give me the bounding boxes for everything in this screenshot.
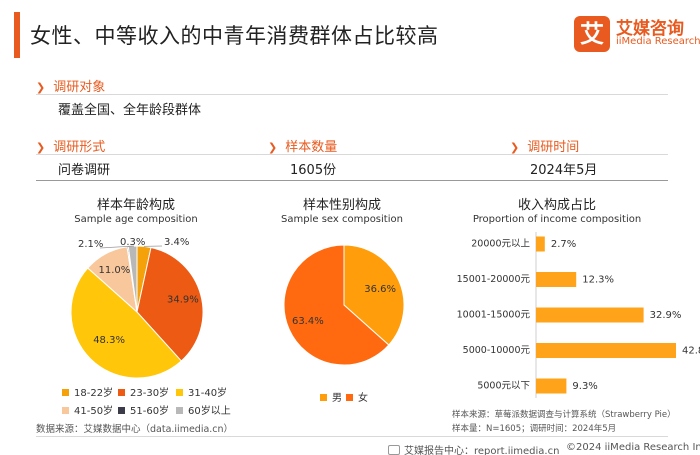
income-bar-1: [536, 272, 577, 287]
survey-target-value: 覆盖全国、全年龄段群体: [58, 103, 202, 118]
income-value-label-1: 12.3%: [582, 275, 614, 286]
page-title: 女性、中等收入的中青年消费群体占比较高: [30, 24, 439, 48]
legend-item-age-5: 60岁以上: [176, 402, 231, 417]
income-value-label-2: 32.9%: [650, 310, 682, 321]
income-bar-3: [536, 343, 676, 358]
legend-swatch: [176, 407, 183, 414]
income-category-label-0: 20000元以上: [471, 239, 530, 250]
copyright: ©2024 iiMedia Research Inc: [566, 442, 700, 453]
income-sample-size: 样本量：N=1605；调研时间：2024年5月: [452, 424, 617, 434]
legend-swatch: [118, 407, 125, 414]
data-label-sex-1: 63.4%: [292, 316, 324, 327]
data-label-age-4: 0.3%: [120, 237, 145, 248]
income-category-label-1: 15001-20000元: [457, 274, 531, 285]
pie-slice-sex-0: [343, 244, 405, 346]
income-category-label-3: 5000-10000元: [463, 345, 531, 356]
legend-swatch: [62, 389, 69, 396]
income-sample-source: 样本来源：草莓派数据调查与计算系统（Strawberry Pie）: [452, 410, 676, 420]
legend-item-male: 男: [320, 389, 342, 404]
divider: [36, 154, 668, 155]
data-label-age-0: 3.4%: [164, 237, 189, 248]
chevron-right-icon: ❯: [510, 141, 520, 154]
age-chart-title: 样本年龄构成: [96, 198, 175, 213]
income-category-label-4: 5000元以下: [477, 381, 530, 392]
data-label-age-2: 48.3%: [93, 335, 125, 346]
survey-method-label: ❯ 调研形式: [36, 140, 106, 155]
data-label-sex-0: 36.6%: [364, 284, 396, 295]
survey-method-value: 问卷调研: [58, 163, 111, 178]
income-value-label-4: 9.3%: [572, 381, 597, 392]
pie-slice-age-1: [136, 246, 204, 362]
logo-text-en: iiMedia Research: [616, 36, 700, 47]
brand-logo: 艾 艾媒咨询 iiMedia Research: [574, 14, 700, 54]
pie-slice-sex-1: [283, 244, 390, 366]
survey-time-value: 2024年5月: [530, 163, 598, 178]
data-label-age-3: 11.0%: [98, 265, 130, 276]
legend-swatch: [62, 407, 69, 414]
income-bar-0: [536, 236, 545, 252]
data-source: 数据来源：艾媒数据中心（data.iimedia.cn）: [36, 424, 234, 435]
legend-item-age-0: 18-22岁: [62, 384, 113, 399]
divider: [36, 180, 668, 181]
monitor-icon: [388, 445, 400, 455]
income-chart-title: 收入构成占比: [517, 198, 596, 213]
leader-line-age-5: [99, 245, 133, 249]
legend-swatch: [346, 394, 353, 401]
income-chart-subtitle: Proportion of income composition: [472, 214, 642, 225]
survey-target-label: ❯ 调研对象: [36, 80, 106, 95]
legend-item-age-4: 51-60岁: [118, 402, 169, 417]
legend-item-age-3: 41-50岁: [62, 402, 113, 417]
chevron-right-icon: ❯: [36, 141, 46, 154]
survey-time-label: ❯ 调研时间: [510, 140, 580, 155]
sex-chart-subtitle: Sample sex composition: [281, 214, 403, 225]
logo-mark: 艾: [574, 16, 610, 52]
logo-text-cn: 艾媒咨询: [616, 19, 684, 39]
data-label-age-5: 2.1%: [78, 239, 103, 250]
legend-item-female: 女: [346, 389, 368, 404]
title-accent-bar: [14, 12, 20, 58]
footer-divider: [36, 436, 668, 437]
sample-size-label: ❯ 样本数量: [268, 140, 338, 155]
legend-item-age-2: 31-40岁: [176, 384, 227, 399]
legend-swatch: [320, 394, 327, 401]
divider: [36, 94, 668, 95]
age-chart-subtitle: Sample age composition: [74, 214, 198, 225]
chevron-right-icon: ❯: [268, 141, 278, 154]
income-bar-2: [536, 307, 644, 323]
sample-size-value: 1605份: [290, 163, 337, 178]
chevron-right-icon: ❯: [36, 81, 46, 94]
pie-slice-age-2: [70, 267, 182, 379]
data-label-age-1: 34.9%: [167, 295, 199, 306]
legend-item-age-1: 23-30岁: [118, 384, 169, 399]
report-center-link[interactable]: 艾媒报告中心：report.iimedia.cn: [388, 442, 559, 455]
income-value-label-3: 42.8%: [682, 346, 700, 357]
legend-swatch: [176, 389, 183, 396]
income-value-label-0: 2.7%: [551, 239, 576, 250]
legend-swatch: [118, 389, 125, 396]
income-bar-4: [536, 378, 567, 394]
sex-chart-title: 样本性别构成: [302, 198, 381, 213]
income-category-label-2: 10001-15000元: [457, 310, 531, 321]
